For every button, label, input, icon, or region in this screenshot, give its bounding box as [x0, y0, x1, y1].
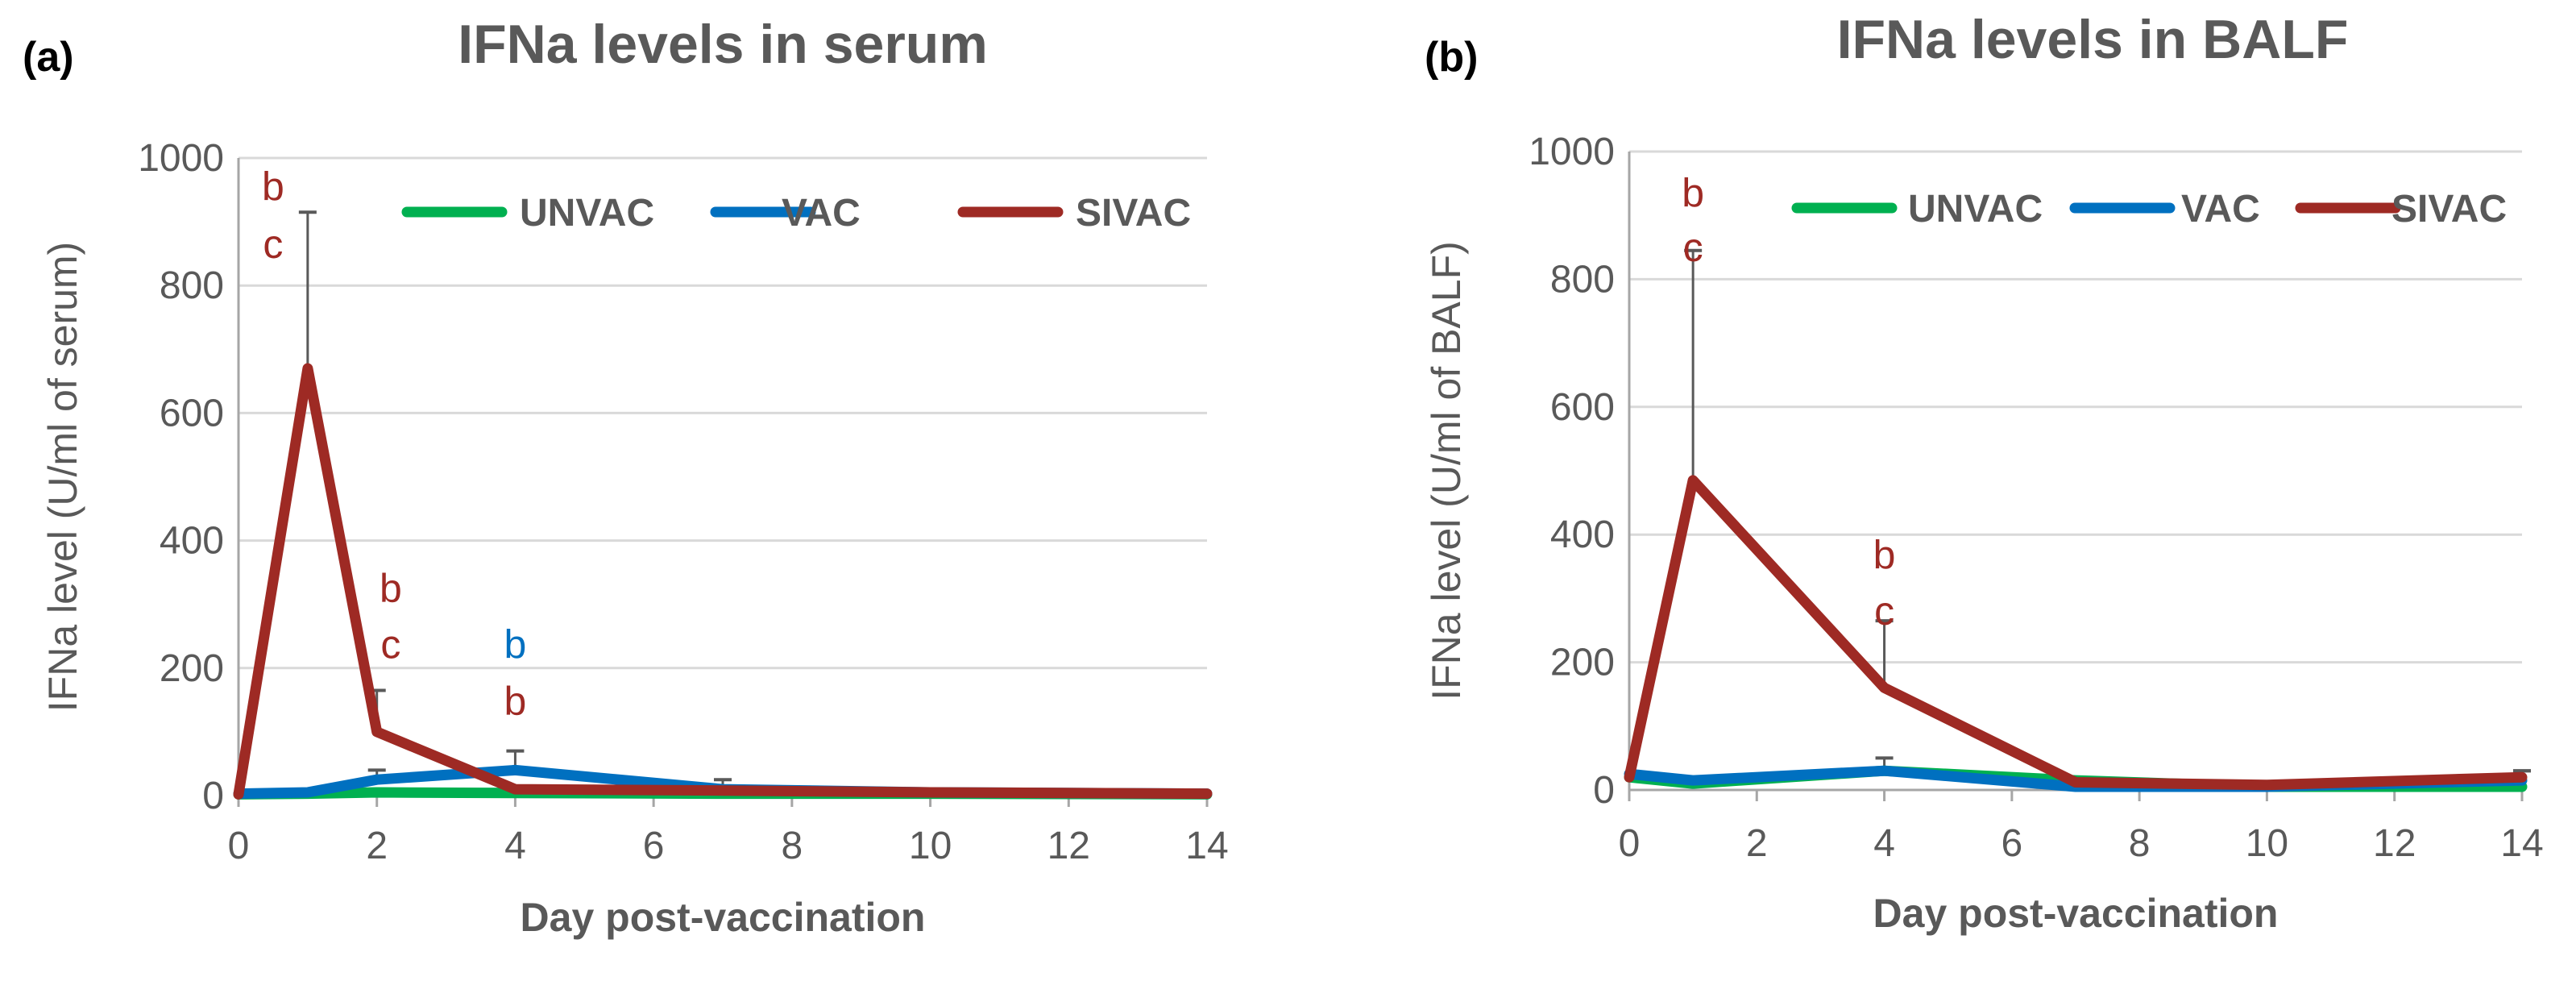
significance-letter: c: [1683, 225, 1703, 270]
x-tick-label: 0: [228, 825, 250, 867]
significance-letter: c: [380, 622, 400, 667]
legend-label-sivac: SIVAC: [1076, 192, 1191, 235]
series-line-sivac: [1624, 475, 2528, 791]
x-tick-label: 0: [1619, 822, 1641, 865]
legend-label-unvac: UNVAC: [520, 192, 654, 235]
x-tick-label: 4: [1873, 822, 1895, 865]
y-tick-label: 800: [1550, 258, 1615, 301]
x-tick-label: 14: [1185, 825, 1228, 867]
x-tick-label: 10: [909, 825, 952, 867]
legend-label-sivac: SIVAC: [2391, 188, 2507, 231]
significance-letter: b: [504, 622, 527, 667]
x-axis-label: Day post-vaccination: [1873, 891, 2279, 936]
legend-label-vac: VAC: [782, 192, 861, 235]
y-tick-label: 0: [1593, 769, 1615, 812]
x-tick-label: 2: [1746, 822, 1768, 865]
x-tick-label: 8: [782, 825, 803, 867]
y-tick-label: 400: [1550, 513, 1615, 556]
x-tick-label: 12: [2373, 822, 2416, 865]
significance-letter: c: [1874, 588, 1894, 634]
legend-label-vac: VAC: [2181, 188, 2260, 231]
panel-a: (a) IFNa levels in serum 0 200 400 600 800 1000…: [23, 14, 1229, 940]
x-tick-label: 8: [2129, 822, 2151, 865]
x-tick-label: 6: [643, 825, 665, 867]
panel-label: (a): [23, 34, 74, 81]
x-tick-label: 12: [1047, 825, 1090, 867]
significance-letter: b: [1873, 533, 1896, 578]
significance-letter: c: [263, 222, 283, 267]
x-tick-label: 6: [2001, 822, 2023, 865]
x-axis-label: Day post-vaccination: [521, 895, 926, 940]
y-tick-label: 200: [160, 647, 224, 690]
legend-label-unvac: UNVAC: [1908, 188, 2043, 231]
chart-title: IFNa levels in BALF: [1837, 9, 2349, 70]
x-tick-label: 4: [504, 825, 526, 867]
significance-letter: b: [1682, 170, 1704, 215]
chart-title: IFNa levels in serum: [458, 14, 988, 75]
y-tick-label: 600: [1550, 386, 1615, 429]
x-tick-label: 14: [2500, 822, 2543, 865]
panel-b: (b) IFNa levels in BALF 0 200 400 600 800 1000 0…: [1424, 9, 2544, 936]
y-tick-label: 1000: [138, 137, 224, 180]
y-axis-label: IFNa level (U/ml of serum): [40, 242, 85, 712]
series-line-sivac: [233, 363, 1213, 800]
y-tick-label: 600: [160, 392, 224, 434]
x-tick-label: 2: [366, 825, 388, 867]
panel-label: (b): [1425, 34, 1478, 81]
y-tick-label: 800: [160, 264, 224, 307]
y-tick-label: 200: [1550, 642, 1615, 684]
significance-letter: b: [262, 164, 284, 210]
significance-letter: b: [380, 566, 402, 611]
significance-letter: b: [504, 679, 527, 724]
y-axis-label: IFNa level (U/ml of BALF): [1424, 241, 1469, 700]
y-tick-label: 400: [160, 520, 224, 563]
y-tick-label: 0: [202, 775, 224, 817]
y-tick-label: 1000: [1529, 131, 1615, 173]
x-tick-label: 10: [2246, 822, 2288, 865]
